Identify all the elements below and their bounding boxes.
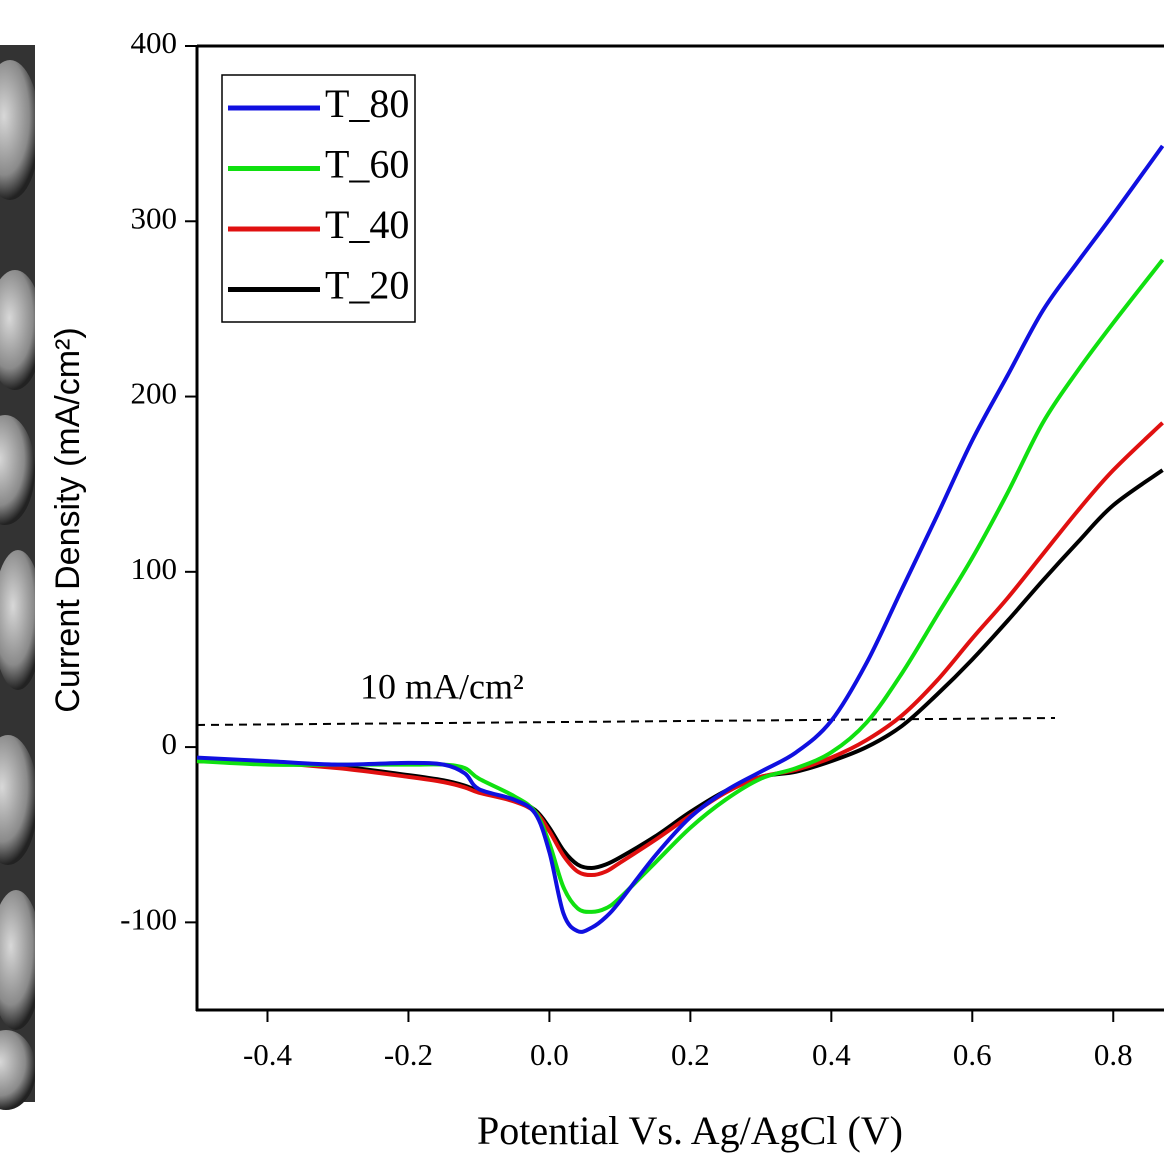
x-tick-label: -0.4 (243, 1037, 293, 1072)
x-tick-label: -0.2 (384, 1037, 433, 1072)
x-tick-label: 0.2 (671, 1037, 710, 1072)
legend-label: T_20 (325, 263, 409, 308)
legend-box (221, 74, 416, 323)
y-tick-label: 400 (131, 25, 178, 60)
reference-line (196, 717, 1056, 726)
y-tick-label: 100 (131, 551, 178, 586)
x-tick-label: 0.4 (812, 1037, 851, 1072)
y-tick-label: -100 (120, 901, 177, 936)
series-line (196, 144, 1164, 934)
y-tick-label: 0 (162, 726, 178, 761)
series-line (196, 258, 1164, 914)
legend-label: T_80 (325, 81, 409, 126)
legend-label: T_40 (325, 202, 409, 247)
y-axis-label: Current Density (mA/cm²) (49, 327, 87, 712)
y-tick-label: 300 (131, 200, 178, 235)
sem-image (0, 45, 45, 1110)
series-line (196, 468, 1164, 871)
x-axis-label: Potential Vs. Ag/AgCl (V) (477, 1108, 903, 1153)
legend-label: T_60 (325, 142, 409, 187)
y-tick-label: 200 (131, 376, 178, 411)
series-line (196, 421, 1164, 878)
annotation: 10 mA/cm² (360, 666, 524, 706)
x-tick-label: 0.6 (953, 1037, 992, 1072)
x-tick-label: 0.0 (530, 1037, 569, 1072)
x-tick-label: 0.8 (1094, 1037, 1133, 1072)
